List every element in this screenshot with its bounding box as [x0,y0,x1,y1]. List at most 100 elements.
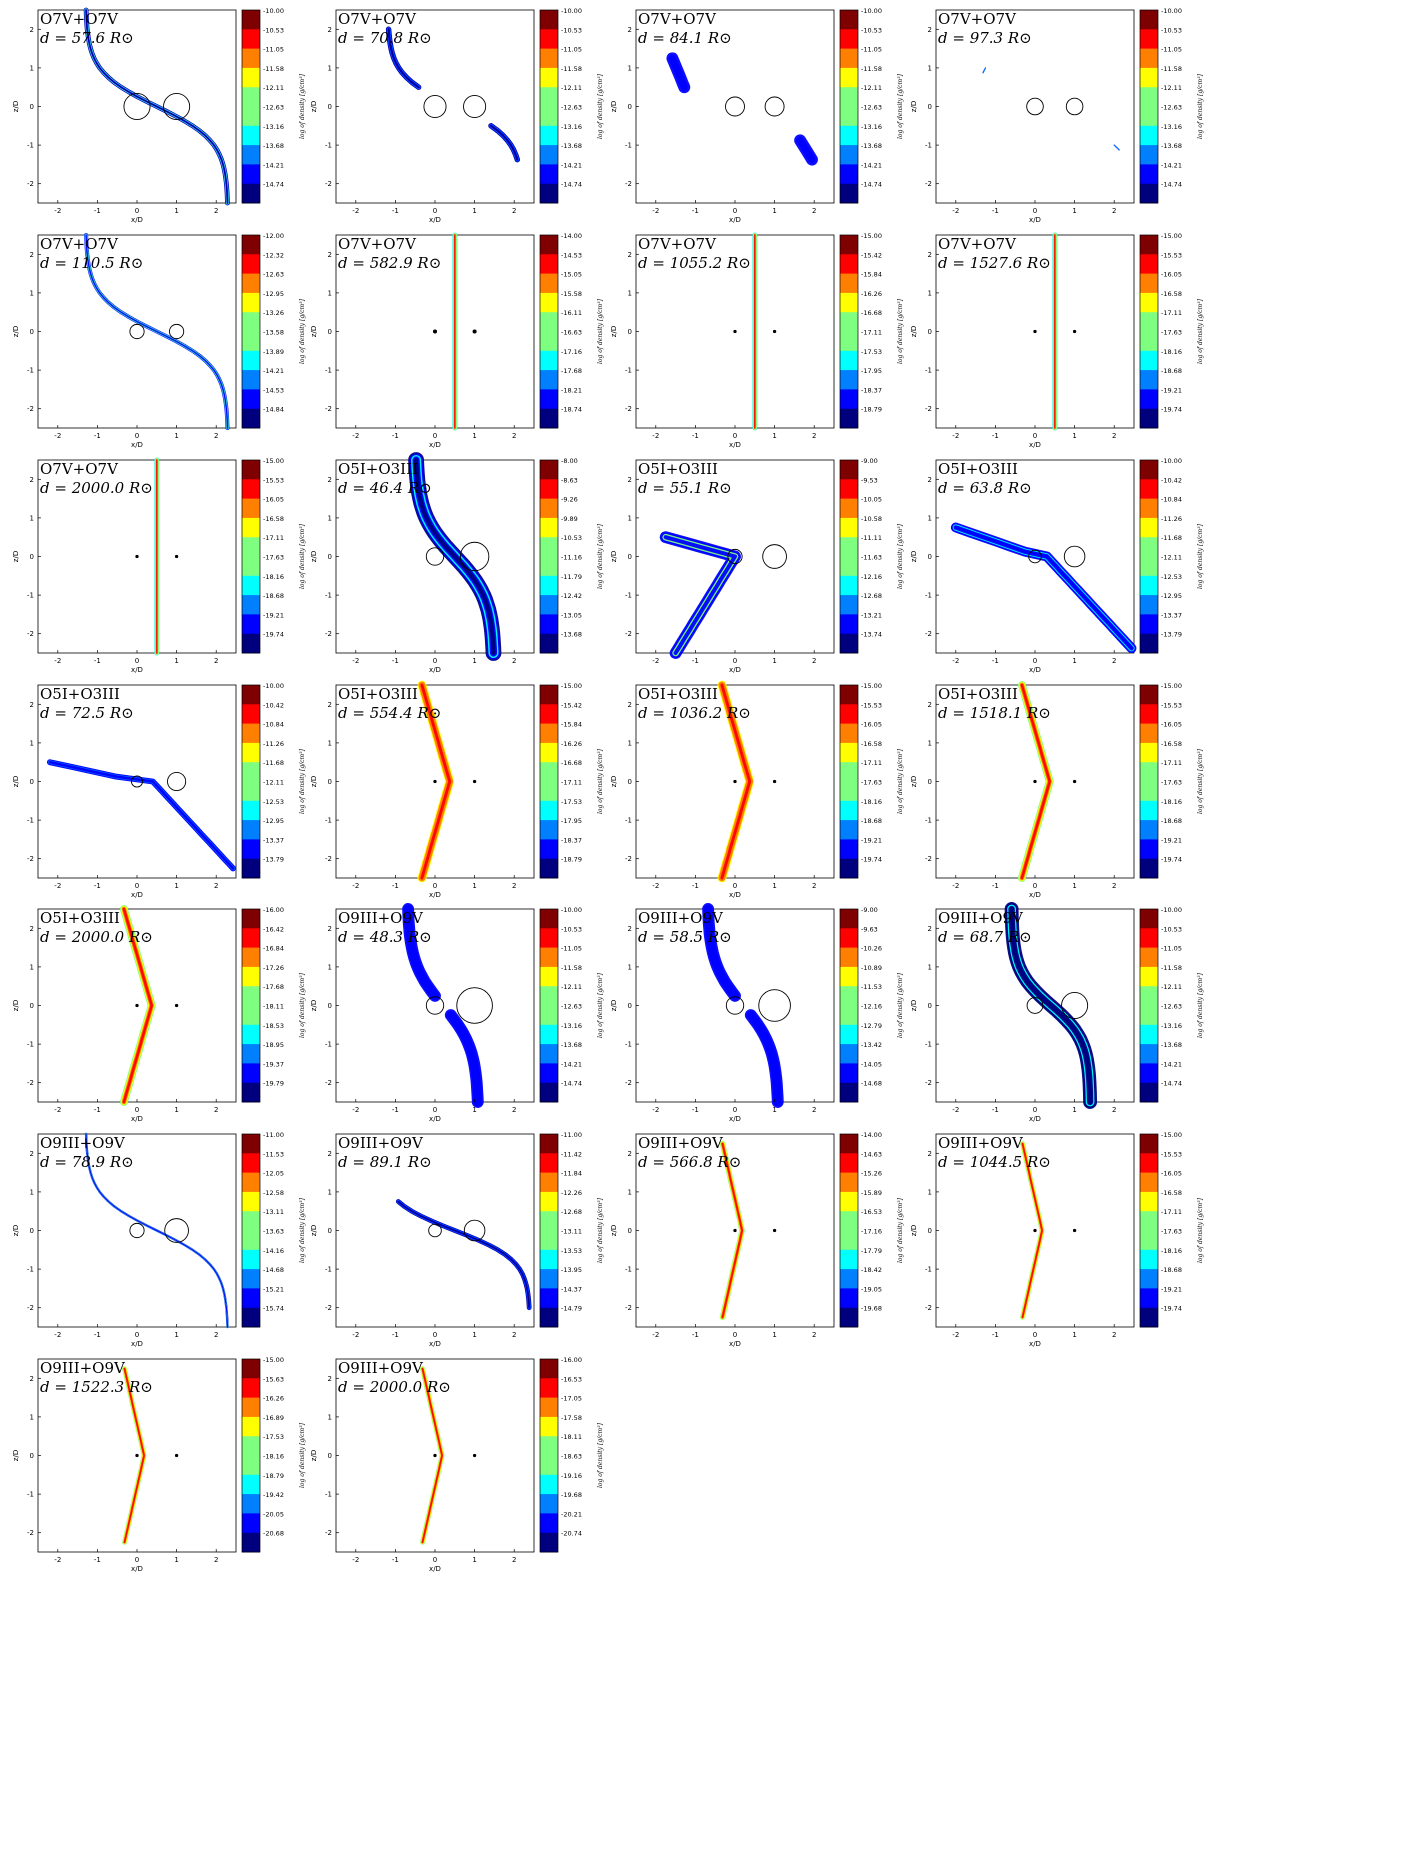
x-tick-label: -1 [992,657,999,665]
x-axis-label: x/D [729,666,741,674]
colorbar-segment [1140,254,1158,275]
x-tick-label: -2 [54,1331,61,1339]
y-tick-label: 0 [928,328,932,336]
colorbar-segment [1140,164,1158,185]
colorbar-tick-label: -18.68 [1161,817,1182,825]
colorbar-tick-label: -9.63 [861,925,878,933]
colorbar-segment [840,909,858,929]
density-level [720,683,752,880]
panel-distance-label: d = 84.1 R⊙ [638,29,732,47]
colorbar-frame [1139,1133,1159,1328]
colorbar-tick-label: -19.21 [861,836,882,844]
x-tick-label: -1 [94,1106,101,1114]
colorbar-frame [839,9,859,204]
y-tick-label: 1 [928,514,932,522]
y-tick-label: -1 [325,592,332,600]
colorbar-segment [242,1532,260,1553]
y-tick-label: 1 [328,514,332,522]
colorbar-tick-label: -12.11 [263,779,284,787]
star-secondary [174,1003,179,1008]
colorbar-tick-label: -16.05 [861,721,882,729]
colorbar-segment [242,1474,260,1495]
star-secondary [463,94,487,119]
y-tick-label: -2 [325,405,332,413]
colorbar-label: log of density [g/cm³] [299,73,306,139]
colorbar-tick-label: -19.68 [561,1491,582,1499]
colorbar-segment [540,1191,558,1212]
colorbar-segment [1140,370,1158,390]
colorbar-segment [840,87,858,107]
panel-system-label: O5I+O3III [938,460,1018,478]
x-tick-label: 0 [733,657,737,665]
colorbar-segment [540,1134,558,1154]
y-tick-label: 0 [928,103,932,111]
colorbar-segment [242,1455,260,1476]
colorbar-segment [242,1063,260,1084]
colorbar-tick-label: -12.95 [1161,592,1182,600]
colorbar-segment [840,1005,858,1026]
colorbar-tick-label: -19.05 [861,1285,882,1293]
x-tick-label: 0 [433,207,437,215]
colorbar-tick-label: -17.11 [1161,759,1182,767]
colorbar-segment [242,1397,260,1418]
star-primary [1033,329,1037,334]
colorbar-segment [242,87,260,107]
colorbar-segment [242,106,260,127]
colorbar-segment [540,1230,558,1251]
colorbar-segment [242,685,260,705]
y-axis-label: z/D [910,1000,918,1011]
colorbar-segment [540,1436,558,1456]
colorbar-label: log of density [g/cm³] [1197,523,1204,589]
y-tick-label: 2 [628,26,632,34]
x-tick-label: 1 [1072,1331,1076,1339]
plot-frame [335,908,535,1103]
x-axis-label: x/D [429,1340,441,1348]
colorbar-label: log of density [g/cm³] [897,1197,904,1263]
x-tick-label: -2 [652,657,659,665]
panel-distance-label: d = 110.5 R⊙ [40,254,143,272]
panel-system-label: O5I+O3III [638,460,718,478]
y-axis-label: z/D [910,1225,918,1236]
y-tick-label: 2 [30,26,34,34]
colorbar-tick-label: -16.26 [861,290,882,298]
colorbar-segment [242,183,260,204]
colorbar-segment [242,909,260,929]
colorbar-tick-label: -11.58 [561,65,582,73]
panel-system-label: O7V+O7V [938,10,1017,28]
x-tick-label: -2 [652,882,659,890]
density-level [122,907,153,1104]
y-tick-label: 1 [628,1188,632,1196]
y-tick-label: 0 [30,328,34,336]
colorbar-tick-label: -9.26 [561,496,578,504]
x-tick-label: -2 [352,1556,359,1564]
colorbar-segment [540,685,558,705]
x-tick-label: -2 [54,432,61,440]
y-tick-label: 1 [30,289,34,297]
star-secondary [772,329,777,334]
y-axis-label: z/D [12,1225,20,1236]
x-tick-label: 1 [472,207,476,215]
x-tick-label: -2 [352,1331,359,1339]
y-tick-label: -1 [27,142,34,150]
y-tick-label: -1 [625,817,632,825]
colorbar-tick-label: -18.16 [1161,348,1182,356]
colorbar-tick-label: -12.11 [1161,983,1182,991]
colorbar-segment [1140,235,1158,255]
colorbar-label: log of density [g/cm³] [1197,972,1204,1038]
colorbar-tick-label: -12.68 [861,592,882,600]
x-tick-label: 0 [135,882,139,890]
y-tick-label: 1 [928,289,932,297]
colorbar-tick-label: -12.63 [263,104,284,112]
colorbar-segment [242,928,260,949]
panel-distance-label: d = 58.5 R⊙ [638,928,732,946]
x-tick-label: -1 [992,882,999,890]
colorbar-tick-label: -18.42 [861,1266,882,1274]
colorbar-segment [1140,460,1158,480]
colorbar-segment [1140,1063,1158,1084]
panel-system-label: O7V+O7V [638,235,717,253]
colorbar-tick-label: -16.42 [263,925,284,933]
colorbar-tick-label: -14.63 [861,1150,882,1158]
